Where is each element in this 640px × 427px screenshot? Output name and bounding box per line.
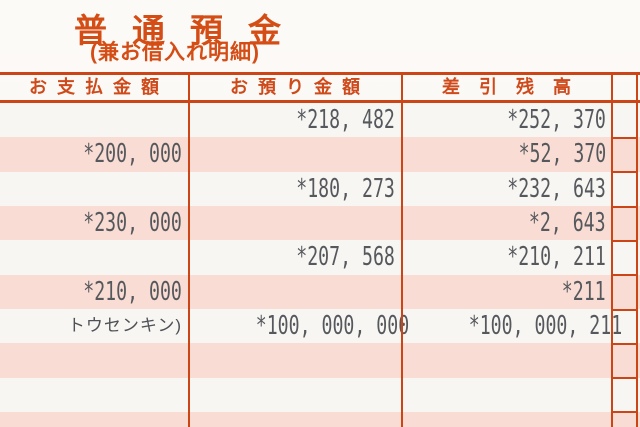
passbook-subtitle: (兼お借入れ明細) [90,41,260,64]
payment-cell: *210, 000 [83,276,182,307]
balance-cell: *210, 211 [507,242,606,273]
deposit-cell: *207, 568 [296,242,395,273]
balance-cell [403,412,611,427]
row-divider-line [611,377,638,379]
row-divider-line [611,240,638,242]
balance-cell [403,343,611,377]
table-row [0,411,640,427]
balance-cell: *211 [562,276,606,307]
payment-cell [0,412,188,427]
deposit-cell [190,378,401,412]
payment-cell: *230, 000 [83,207,182,238]
payment-cell [0,172,188,206]
table-row: *218, 482 *252, 370 [0,103,640,138]
passbook-title: 普通預金 [74,12,306,49]
payment-cell [0,343,188,377]
table-row [0,377,640,412]
table-row: *200, 000 *52, 370 [0,137,640,172]
right-edge-line [636,72,638,427]
column-header-payment: お支払金額 [29,77,169,97]
payment-cell [0,240,188,274]
column-divider-line [611,72,613,427]
balance-cell: *252, 370 [507,105,606,135]
payment-cell [0,378,188,412]
payment-cell: *200, 000 [83,139,182,170]
deposit-cell [190,343,401,377]
row-divider-line [611,411,638,413]
deposit-cell [190,206,401,240]
column-header-balance: 差引残高 [442,77,590,97]
transaction-rows: *218, 482 *252, 370 *200, 000 *52, 370 *… [0,103,640,427]
balance-cell: *100, 000, 211 [468,310,623,341]
row-divider-line [611,137,638,139]
payment-memo-cell: トウセンキン) [67,315,182,335]
deposit-cell [190,412,401,427]
table-row: *180, 273 *232, 643 [0,171,640,206]
row-divider-line [611,206,638,208]
deposit-cell [190,275,401,309]
table-row: トウセンキン) *100, 000, 000 *100, 000, 211 [0,308,640,344]
deposit-cell: *180, 273 [296,173,395,204]
balance-cell: *2, 643 [529,207,606,238]
balance-cell: *232, 643 [507,173,606,204]
row-divider-line [611,343,638,345]
column-divider-line [401,72,403,427]
column-divider-line [188,72,190,427]
column-header-deposit: お預り金額 [230,77,370,97]
balance-cell [403,378,611,412]
row-divider-line [611,274,638,276]
header-bottom-border [0,100,640,103]
table-row: *210, 000 *211 [0,274,640,309]
row-divider-line [611,309,638,311]
payment-cell [0,103,188,137]
deposit-cell: *100, 000, 000 [255,310,410,341]
table-row [0,343,640,378]
header-top-border [0,72,640,75]
balance-cell: *52, 370 [518,139,606,170]
table-row: *207, 568 *210, 211 [0,240,640,275]
deposit-cell: *218, 482 [296,105,395,135]
table-row: *230, 000 *2, 643 [0,205,640,241]
row-divider-line [611,171,638,173]
deposit-cell [190,137,401,171]
